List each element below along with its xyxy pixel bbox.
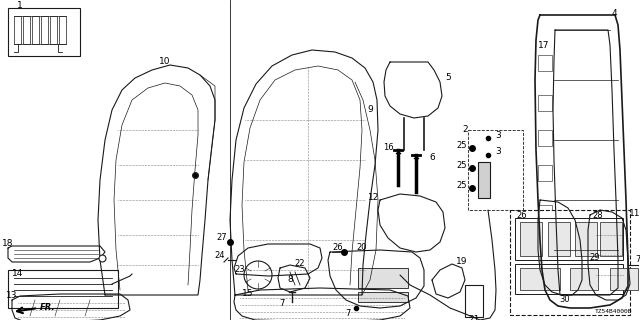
Text: 1: 1 xyxy=(17,2,23,11)
Text: 26: 26 xyxy=(516,211,527,220)
Bar xyxy=(465,285,483,317)
Text: 28: 28 xyxy=(593,211,604,220)
Bar xyxy=(50,16,57,44)
Bar xyxy=(538,55,552,71)
Text: 3: 3 xyxy=(495,131,501,140)
Text: 2: 2 xyxy=(462,125,468,134)
Text: 14: 14 xyxy=(12,268,24,277)
Text: 8: 8 xyxy=(287,276,293,284)
Text: 4: 4 xyxy=(611,10,617,19)
Text: 22: 22 xyxy=(295,259,305,268)
Bar xyxy=(600,222,622,256)
Text: 23: 23 xyxy=(235,266,245,275)
Bar xyxy=(515,218,623,260)
Bar xyxy=(8,8,80,56)
Text: 17: 17 xyxy=(538,41,550,50)
Text: 25: 25 xyxy=(457,181,467,190)
Bar xyxy=(59,16,66,44)
Bar xyxy=(610,268,638,290)
Text: 19: 19 xyxy=(456,258,468,267)
Text: 20: 20 xyxy=(356,244,367,252)
Text: 30: 30 xyxy=(560,295,570,305)
Bar xyxy=(41,16,48,44)
Text: 5: 5 xyxy=(445,74,451,83)
Bar xyxy=(538,240,552,256)
Bar xyxy=(32,16,39,44)
Bar xyxy=(575,222,597,256)
Bar xyxy=(520,222,542,256)
Bar xyxy=(538,165,552,181)
Bar xyxy=(570,268,598,290)
Text: 25: 25 xyxy=(457,141,467,150)
Bar xyxy=(23,16,30,44)
Bar xyxy=(14,16,21,44)
Bar xyxy=(358,268,408,288)
Bar xyxy=(520,268,560,290)
Text: 12: 12 xyxy=(368,194,380,203)
Text: 13: 13 xyxy=(6,292,18,300)
Bar xyxy=(358,292,408,302)
Bar xyxy=(538,95,552,111)
Text: 3: 3 xyxy=(495,148,501,156)
Bar xyxy=(548,222,570,256)
Bar xyxy=(515,264,623,294)
Text: 6: 6 xyxy=(429,154,435,163)
Text: 24: 24 xyxy=(215,252,225,260)
Text: 10: 10 xyxy=(159,58,171,67)
Bar xyxy=(538,130,552,146)
Text: 25: 25 xyxy=(457,162,467,171)
Text: 29: 29 xyxy=(589,253,600,262)
Text: TZ54B4000B: TZ54B4000B xyxy=(595,309,632,314)
Bar xyxy=(478,162,490,198)
Bar xyxy=(468,130,523,210)
Bar xyxy=(8,270,118,308)
Text: 11: 11 xyxy=(629,209,640,218)
Bar xyxy=(538,205,552,221)
Text: FR.: FR. xyxy=(40,303,56,313)
Text: 26: 26 xyxy=(333,244,343,252)
Text: 7: 7 xyxy=(279,299,285,308)
Text: 7: 7 xyxy=(346,309,351,318)
Text: 15: 15 xyxy=(243,289,253,298)
Text: 9: 9 xyxy=(367,106,373,115)
Text: 16: 16 xyxy=(383,143,394,153)
Text: 18: 18 xyxy=(3,238,13,247)
Text: 21: 21 xyxy=(468,316,480,320)
Bar xyxy=(510,210,630,315)
Text: 7: 7 xyxy=(636,255,640,265)
Text: 27: 27 xyxy=(217,234,227,243)
